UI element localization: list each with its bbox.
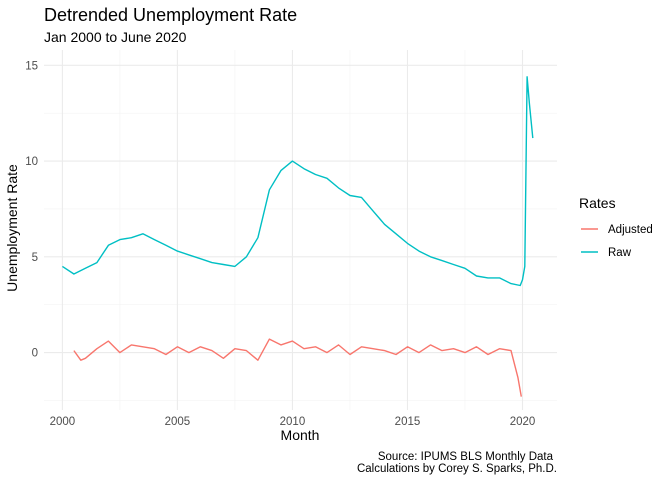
x-tick-label: 2020 <box>510 416 536 428</box>
x-tick-label: 2015 <box>395 416 421 428</box>
legend-title: Rates <box>579 195 616 211</box>
legend-item-raw: Raw <box>581 247 632 259</box>
x-tick-label: 2005 <box>165 416 191 428</box>
y-tick-label: 10 <box>25 156 38 168</box>
legend: Rates Adjusted Raw <box>579 195 653 259</box>
x-axis-label: Month <box>281 427 320 443</box>
gridlines <box>44 50 557 410</box>
chart-subtitle: Jan 2000 to June 2020 <box>44 29 187 45</box>
y-tick-label: 15 <box>25 60 38 72</box>
legend-item-adjusted: Adjusted <box>581 224 653 236</box>
series-line-adjusted <box>73 338 522 397</box>
caption-credit: Calculations by Corey S. Sparks, Ph.D. <box>357 463 557 475</box>
series-line-raw <box>62 76 534 287</box>
series-lines <box>62 76 534 397</box>
legend-label-raw: Raw <box>608 247 632 259</box>
y-tick-label: 0 <box>32 348 38 360</box>
y-axis-label: Unemployment Rate <box>4 164 20 292</box>
legend-label-adjusted: Adjusted <box>608 224 653 236</box>
caption-source: Source: IPUMS BLS Monthly Data <box>378 451 554 463</box>
y-tick-label: 5 <box>32 252 38 264</box>
x-tick-label: 2000 <box>50 416 76 428</box>
tick-labels: 2000 2005 2010 2015 2020 0 5 10 15 <box>25 60 535 428</box>
x-tick-label: 2010 <box>280 416 306 428</box>
chart-title: Detrended Unemployment Rate <box>44 5 297 25</box>
